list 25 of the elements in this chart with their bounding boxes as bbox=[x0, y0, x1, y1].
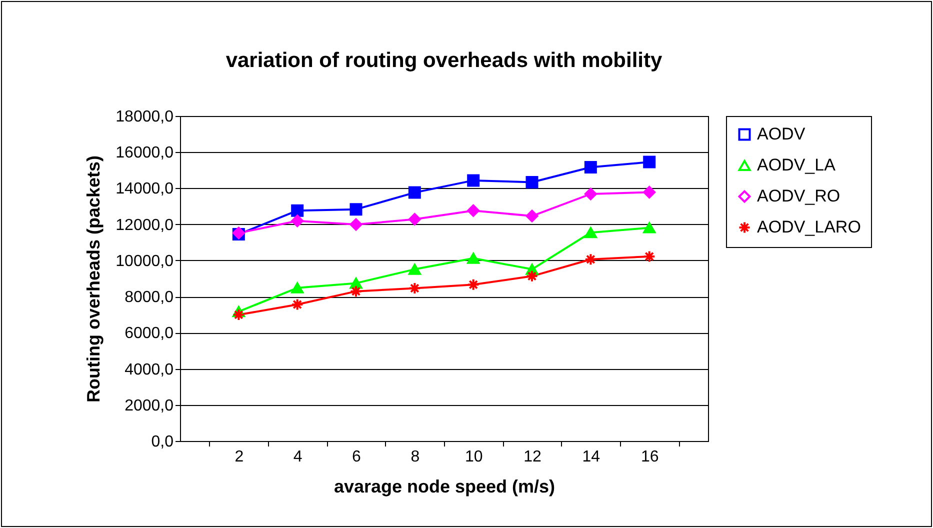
x-tick-label: 12 bbox=[524, 448, 542, 466]
y-tick-label: 8000,0 bbox=[124, 289, 174, 306]
y-tick-label: 16000,0 bbox=[116, 144, 174, 162]
x-tick-label: 10 bbox=[464, 448, 483, 466]
legend-label: AODV_LA bbox=[757, 156, 836, 174]
y-tick-label: 0,0 bbox=[151, 434, 174, 450]
y-tick-label: 12000,0 bbox=[116, 216, 174, 234]
x-tick-label: 14 bbox=[582, 448, 600, 466]
x-axis-title: avarage node speed (m/s) bbox=[334, 476, 556, 496]
legend-label: AODV_LARO bbox=[757, 218, 861, 236]
y-tick-label: 6000,0 bbox=[124, 325, 174, 342]
chart-title: variation of routing overheads with mobility bbox=[226, 49, 662, 72]
y-tick-label: 14000,0 bbox=[116, 180, 174, 198]
x-tick-label: 2 bbox=[234, 448, 244, 466]
y-axis-title: Routing overheads (packets) bbox=[84, 155, 104, 403]
y-tick-label: 18000,0 bbox=[116, 108, 174, 126]
legend-label: AODV_RO bbox=[757, 186, 840, 206]
y-tick-label: 4000,0 bbox=[124, 361, 174, 378]
x-tick-label: 4 bbox=[293, 448, 302, 466]
y-tick-label: 10000,0 bbox=[116, 252, 174, 270]
legend-label: AODV bbox=[757, 124, 806, 144]
y-tick-label: 2000,0 bbox=[124, 397, 174, 414]
x-tick-label: 16 bbox=[640, 448, 659, 466]
x-tick-label: 6 bbox=[352, 448, 362, 466]
x-tick-label: 8 bbox=[410, 448, 420, 466]
